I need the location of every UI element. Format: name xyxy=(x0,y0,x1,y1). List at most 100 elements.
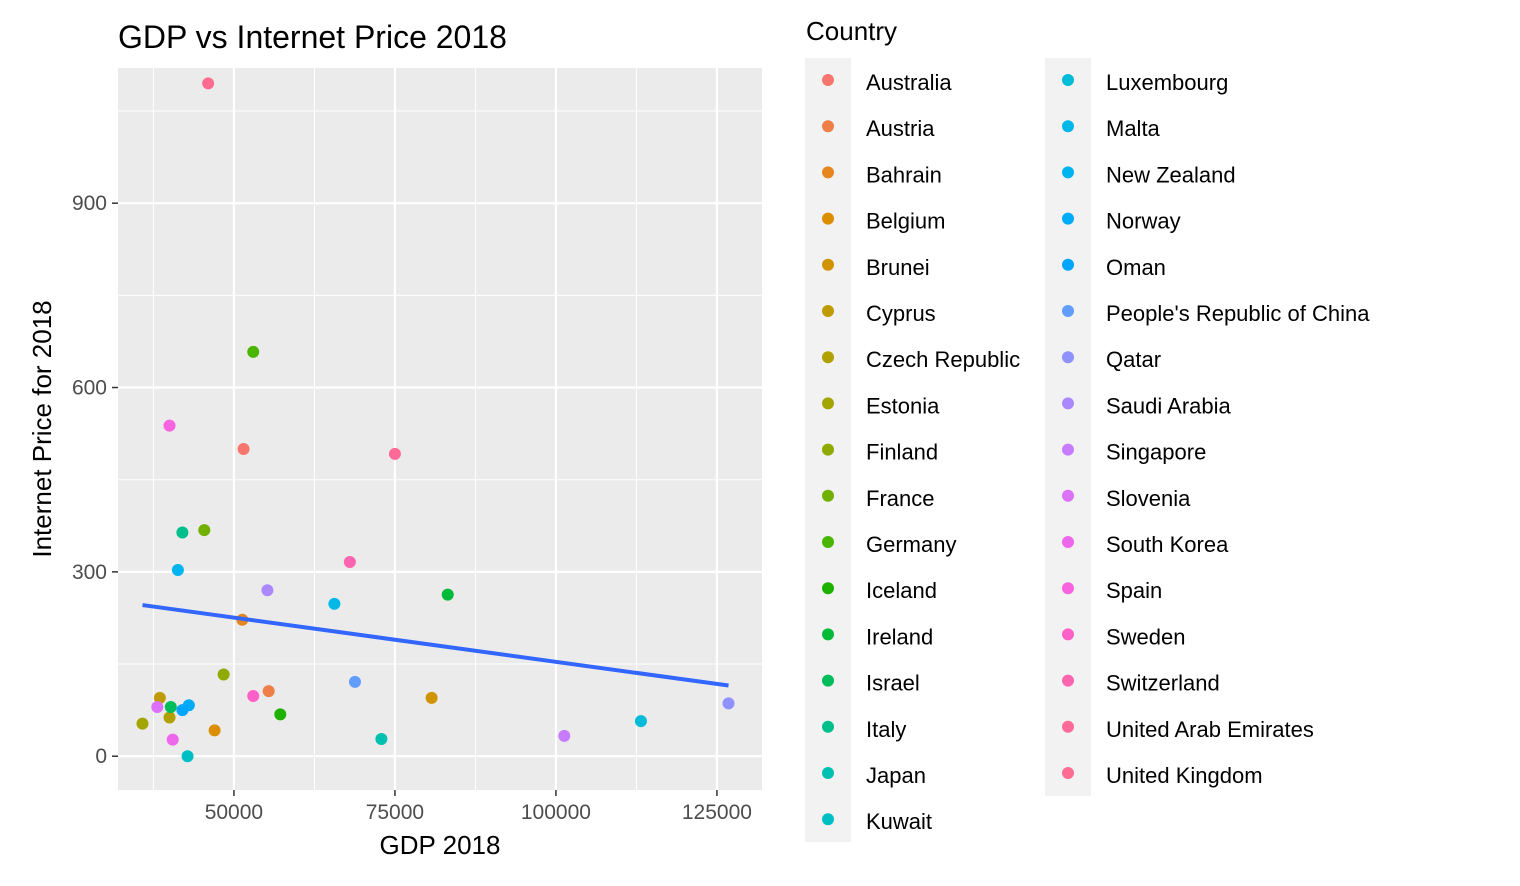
legend-label: Spain xyxy=(1106,578,1162,603)
data-point xyxy=(163,419,176,432)
data-point xyxy=(274,708,287,721)
legend-label: Austria xyxy=(866,116,935,141)
y-tick-label: 0 xyxy=(95,745,107,768)
legend-label: South Korea xyxy=(1106,532,1229,557)
legend-label: Czech Republic xyxy=(866,347,1020,372)
legend-key xyxy=(822,120,834,133)
legend-label: Japan xyxy=(866,763,926,788)
legend-key xyxy=(822,305,834,317)
legend-label: Bahrain xyxy=(866,162,942,187)
legend-label: Oman xyxy=(1106,255,1166,280)
legend-key xyxy=(822,582,834,595)
axes: 50000 75000 100000 125000 0 300 600 900 xyxy=(72,192,752,824)
legend-label: Brunei xyxy=(866,255,930,280)
legend-key xyxy=(822,489,834,502)
data-point xyxy=(181,750,194,763)
legend-key xyxy=(822,767,834,779)
legend-key xyxy=(1062,166,1074,179)
legend-key xyxy=(1062,397,1074,410)
data-point xyxy=(558,729,571,742)
chart-title: GDP vs Internet Price 2018 xyxy=(118,19,507,55)
legend-key xyxy=(822,628,834,641)
legend-label: United Arab Emirates xyxy=(1106,717,1314,742)
legend-key xyxy=(1062,489,1074,502)
plot-panel xyxy=(118,68,762,790)
data-point xyxy=(166,733,179,746)
legend-label: Singapore xyxy=(1106,440,1206,465)
legend-key xyxy=(822,258,834,271)
data-point xyxy=(388,447,401,460)
legend-key-column-2 xyxy=(1045,58,1091,796)
legend-key xyxy=(1062,720,1074,733)
legend-label: Sweden xyxy=(1106,624,1186,649)
legend-label: Iceland xyxy=(866,578,937,603)
data-point xyxy=(164,701,177,714)
data-point xyxy=(247,689,260,702)
data-point xyxy=(722,697,735,710)
data-point xyxy=(163,711,176,724)
legend-label: Kuwait xyxy=(866,809,932,834)
data-point xyxy=(348,675,361,688)
legend-label: Germany xyxy=(866,532,956,557)
legend-items: Australia Austria Bahrain Belgium Brunei Cypr… xyxy=(822,70,1370,834)
legend-key xyxy=(822,536,834,548)
legend-key xyxy=(822,74,834,86)
legend-key xyxy=(1062,212,1074,225)
legend-key xyxy=(822,397,834,410)
data-point xyxy=(375,732,388,745)
legend-label: Slovenia xyxy=(1106,486,1191,511)
legend-key xyxy=(1062,258,1074,271)
data-point xyxy=(217,668,230,681)
data-point xyxy=(441,588,454,601)
data-point xyxy=(136,717,149,730)
data-point xyxy=(261,584,274,597)
data-point xyxy=(237,442,250,455)
legend-label: Cyprus xyxy=(866,301,936,326)
legend-key xyxy=(1062,120,1074,133)
trend-line xyxy=(142,603,729,688)
legend-label: Estonia xyxy=(866,393,940,418)
grid-lines xyxy=(118,68,762,790)
legend-key xyxy=(1062,351,1074,364)
legend-key xyxy=(1062,74,1074,86)
data-point xyxy=(208,724,221,737)
legend-label: Australia xyxy=(866,70,952,95)
y-tick-label: 900 xyxy=(72,192,107,215)
x-tick-label: 125000 xyxy=(682,801,752,824)
legend-label: Switzerland xyxy=(1106,671,1220,696)
legend-key xyxy=(822,166,834,179)
legend-label: New Zealand xyxy=(1106,162,1236,187)
data-point xyxy=(198,524,211,537)
data-point xyxy=(328,597,341,610)
data-point xyxy=(634,715,647,728)
legend: Country Australia Austria Bahrain Belgium Br… xyxy=(805,16,1370,842)
legend-key xyxy=(1062,674,1074,687)
data-point xyxy=(425,691,438,704)
legend-label: Norway xyxy=(1106,209,1181,234)
data-point xyxy=(202,77,215,90)
data-point xyxy=(176,526,189,539)
legend-key xyxy=(822,443,834,456)
legend-key xyxy=(822,212,834,225)
legend-key xyxy=(822,674,834,687)
legend-label: Italy xyxy=(866,717,906,742)
legend-label: Luxembourg xyxy=(1106,70,1228,95)
legend-key xyxy=(1062,443,1074,456)
legend-label: Israel xyxy=(866,671,920,696)
data-point xyxy=(151,701,164,714)
y-axis-label: Internet Price for 2018 xyxy=(27,300,57,557)
legend-key xyxy=(822,813,834,826)
legend-key xyxy=(1062,305,1074,317)
data-point xyxy=(171,564,184,577)
data-point xyxy=(343,556,356,569)
y-tick-label: 600 xyxy=(72,377,107,400)
x-tick-label: 75000 xyxy=(366,801,424,824)
x-tick-label: 50000 xyxy=(205,801,263,824)
data-point xyxy=(247,345,260,358)
legend-key xyxy=(1062,767,1074,779)
y-tick-label: 300 xyxy=(72,561,107,584)
data-point xyxy=(153,691,166,704)
legend-title: Country xyxy=(806,16,897,46)
legend-key xyxy=(1062,536,1074,548)
